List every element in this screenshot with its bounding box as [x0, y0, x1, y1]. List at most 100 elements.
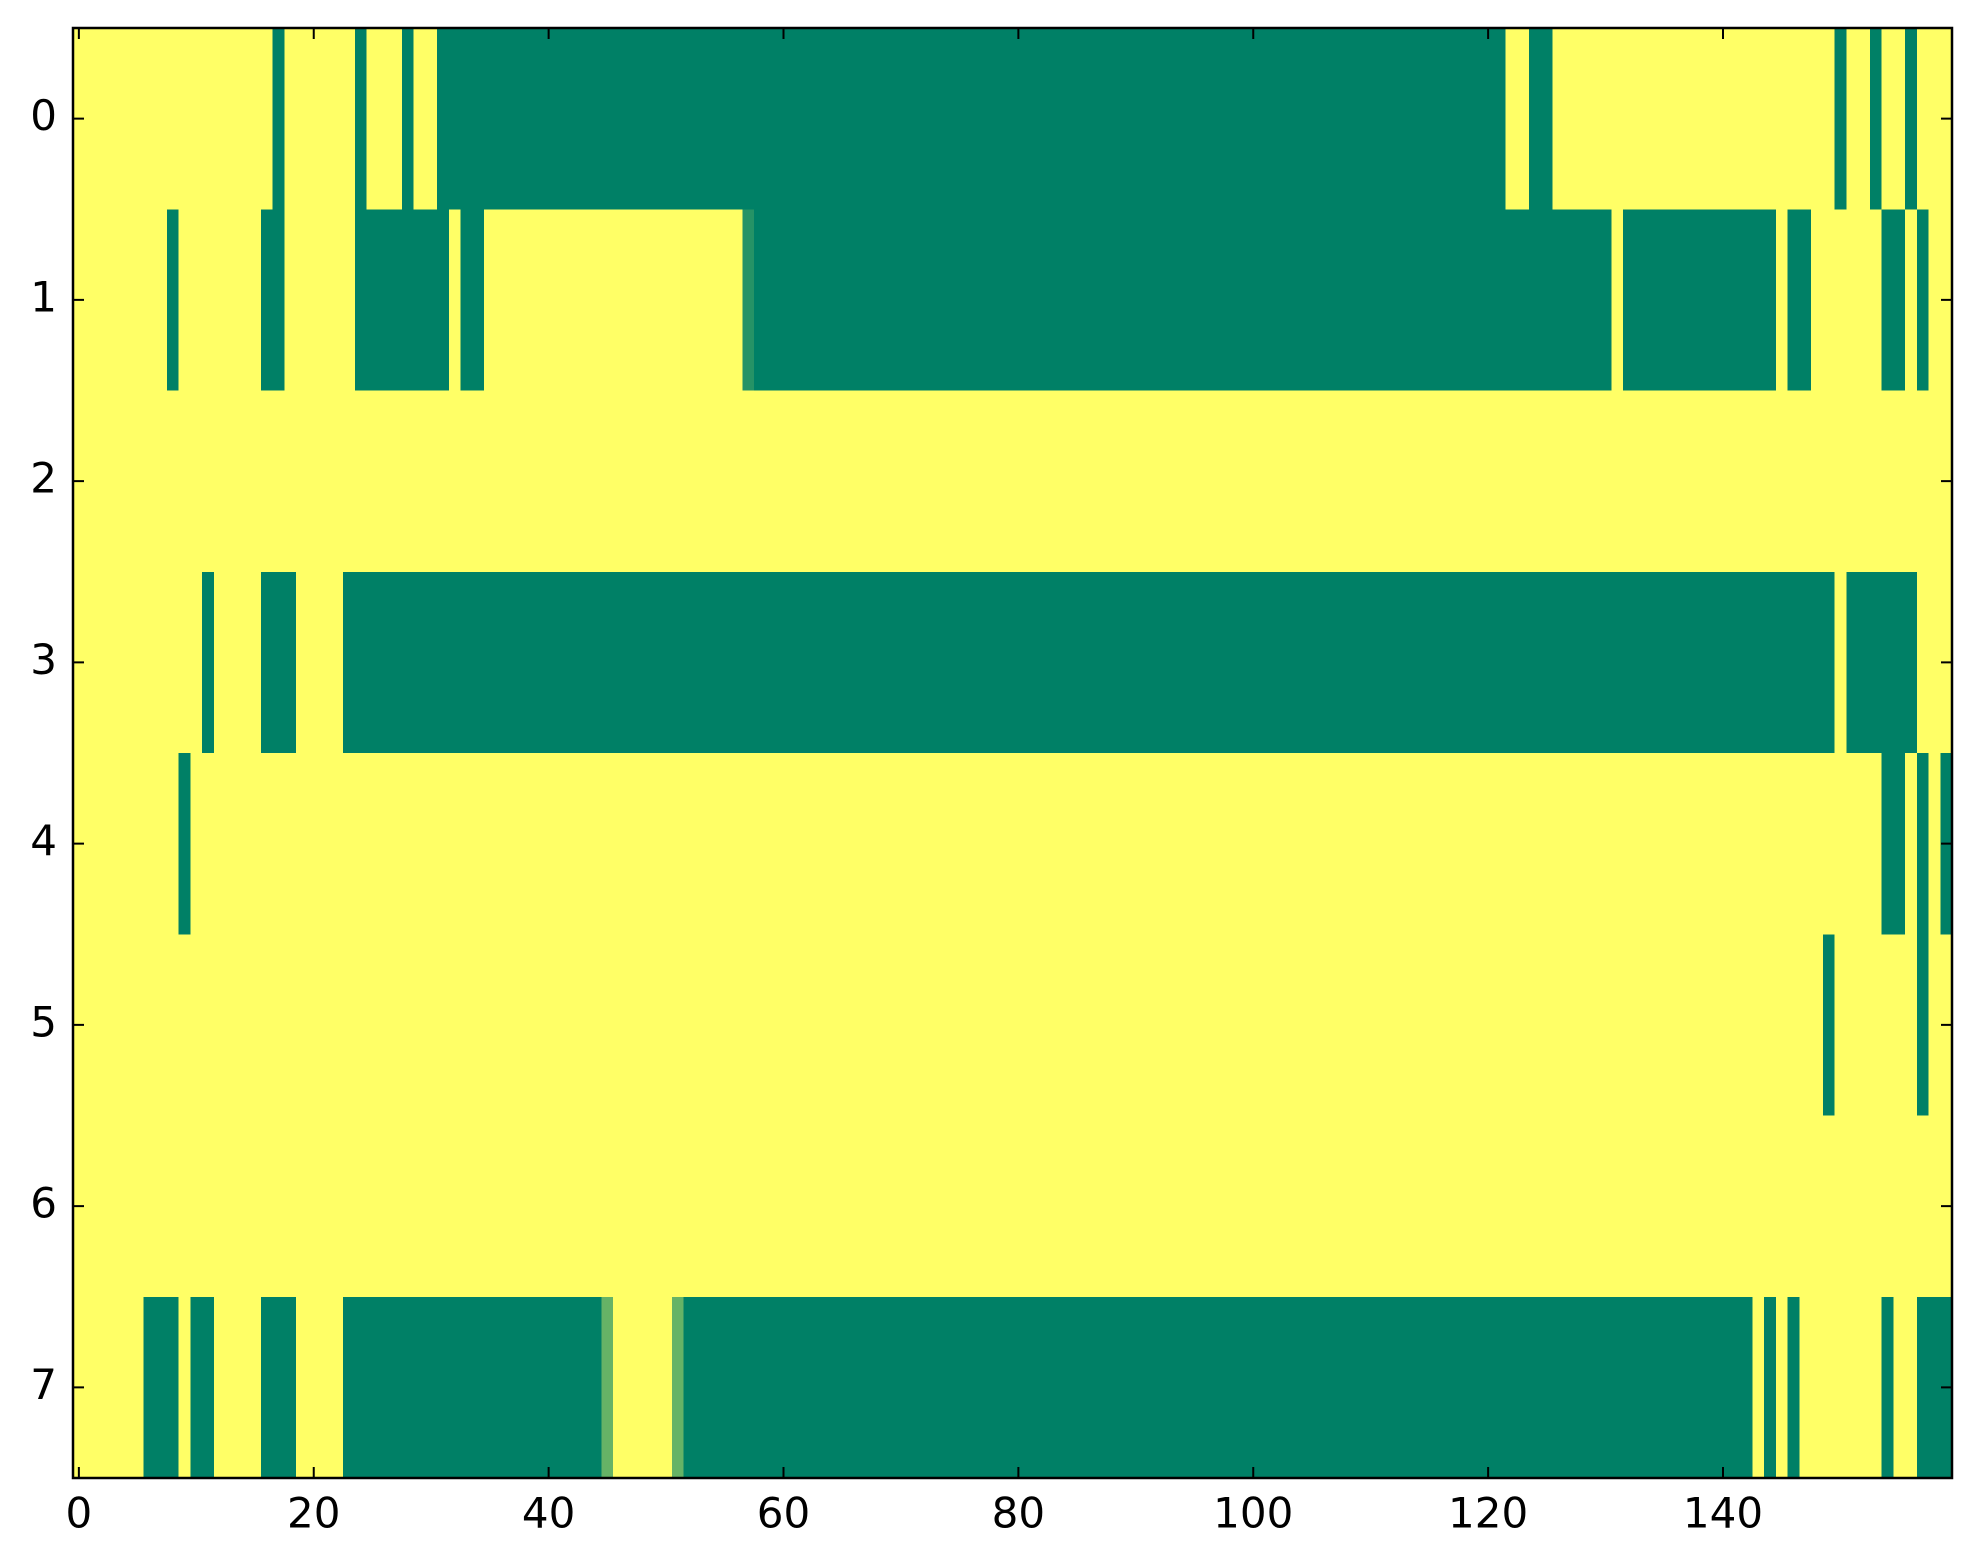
cell [1447, 1115, 1460, 1298]
cell [378, 1296, 391, 1479]
cell [1329, 209, 1342, 392]
cell [777, 390, 790, 573]
cell [895, 571, 908, 754]
cell [1294, 390, 1307, 573]
cell [1799, 28, 1812, 210]
cell [1811, 571, 1824, 754]
cell [989, 571, 1002, 754]
cell [155, 209, 168, 392]
cell [589, 571, 603, 754]
cell [155, 1296, 168, 1479]
cell [848, 390, 861, 573]
cell [1200, 1296, 1213, 1479]
cell [1599, 1296, 1613, 1479]
cell [296, 1296, 309, 1479]
cell [1188, 28, 1201, 210]
cell [1764, 571, 1777, 754]
cell [1564, 209, 1577, 392]
cell [695, 934, 708, 1117]
cell [1388, 1115, 1401, 1298]
cell [1082, 209, 1096, 392]
cell [765, 390, 779, 573]
cell [190, 1115, 203, 1298]
cell [636, 390, 650, 573]
cell [1235, 28, 1248, 210]
cell [554, 1296, 567, 1479]
cell [1317, 934, 1331, 1117]
cell [1411, 209, 1425, 392]
cell [742, 753, 755, 935]
cell [1188, 209, 1201, 392]
cell [260, 1296, 274, 1479]
cell [1129, 1115, 1143, 1298]
cell [953, 1115, 967, 1298]
cell [1646, 753, 1660, 935]
cell [1212, 753, 1225, 935]
cell [636, 753, 650, 935]
cell [812, 753, 826, 935]
cell [1047, 209, 1061, 392]
cell [1822, 934, 1836, 1117]
cell [671, 1296, 685, 1479]
cell [1400, 209, 1413, 392]
cell [1775, 1115, 1789, 1298]
cell [1235, 934, 1248, 1117]
cell [190, 28, 203, 210]
cell [1247, 753, 1260, 935]
cell [859, 1115, 873, 1298]
cell [1493, 28, 1507, 210]
cell [895, 753, 908, 935]
cell [636, 1296, 650, 1479]
cell [1552, 753, 1566, 935]
cell [272, 753, 285, 935]
cell [284, 934, 297, 1117]
cell [1423, 1296, 1436, 1479]
cell [542, 934, 556, 1117]
cell [1141, 934, 1155, 1117]
cell [1153, 934, 1166, 1117]
cell [718, 1296, 732, 1479]
cell [965, 934, 978, 1117]
cell [1822, 390, 1836, 573]
cell [1165, 934, 1178, 1117]
cell [519, 1115, 532, 1298]
cell [1423, 28, 1436, 210]
cell [1728, 390, 1742, 573]
cell [789, 753, 802, 935]
cell [777, 1296, 790, 1479]
cell [1141, 28, 1155, 210]
cell [437, 934, 450, 1117]
cell [507, 28, 520, 210]
cell [354, 571, 368, 754]
cell [671, 390, 685, 573]
cell [1141, 571, 1155, 754]
cell [1400, 28, 1413, 210]
cell [1658, 571, 1671, 754]
cell [1576, 571, 1589, 754]
cell [660, 390, 673, 573]
cell [1775, 1296, 1789, 1479]
cell [777, 28, 790, 210]
cell [108, 1115, 121, 1298]
cell [531, 390, 544, 573]
cell [1376, 390, 1389, 573]
cell [1928, 28, 1941, 210]
cell [108, 934, 121, 1117]
cell [930, 753, 943, 935]
cell [143, 1296, 156, 1479]
cell [284, 753, 297, 935]
cell [260, 571, 274, 754]
cell [131, 571, 145, 754]
cell [1376, 1115, 1389, 1298]
cell [883, 753, 896, 935]
cell [1611, 753, 1624, 935]
cell [378, 1115, 391, 1298]
cell [824, 571, 837, 754]
cell [789, 209, 802, 392]
cell [1846, 1296, 1859, 1479]
cell [1552, 209, 1566, 392]
cell [448, 1296, 462, 1479]
cell [1893, 934, 1906, 1117]
cell [1752, 209, 1765, 392]
cell [836, 934, 849, 1117]
